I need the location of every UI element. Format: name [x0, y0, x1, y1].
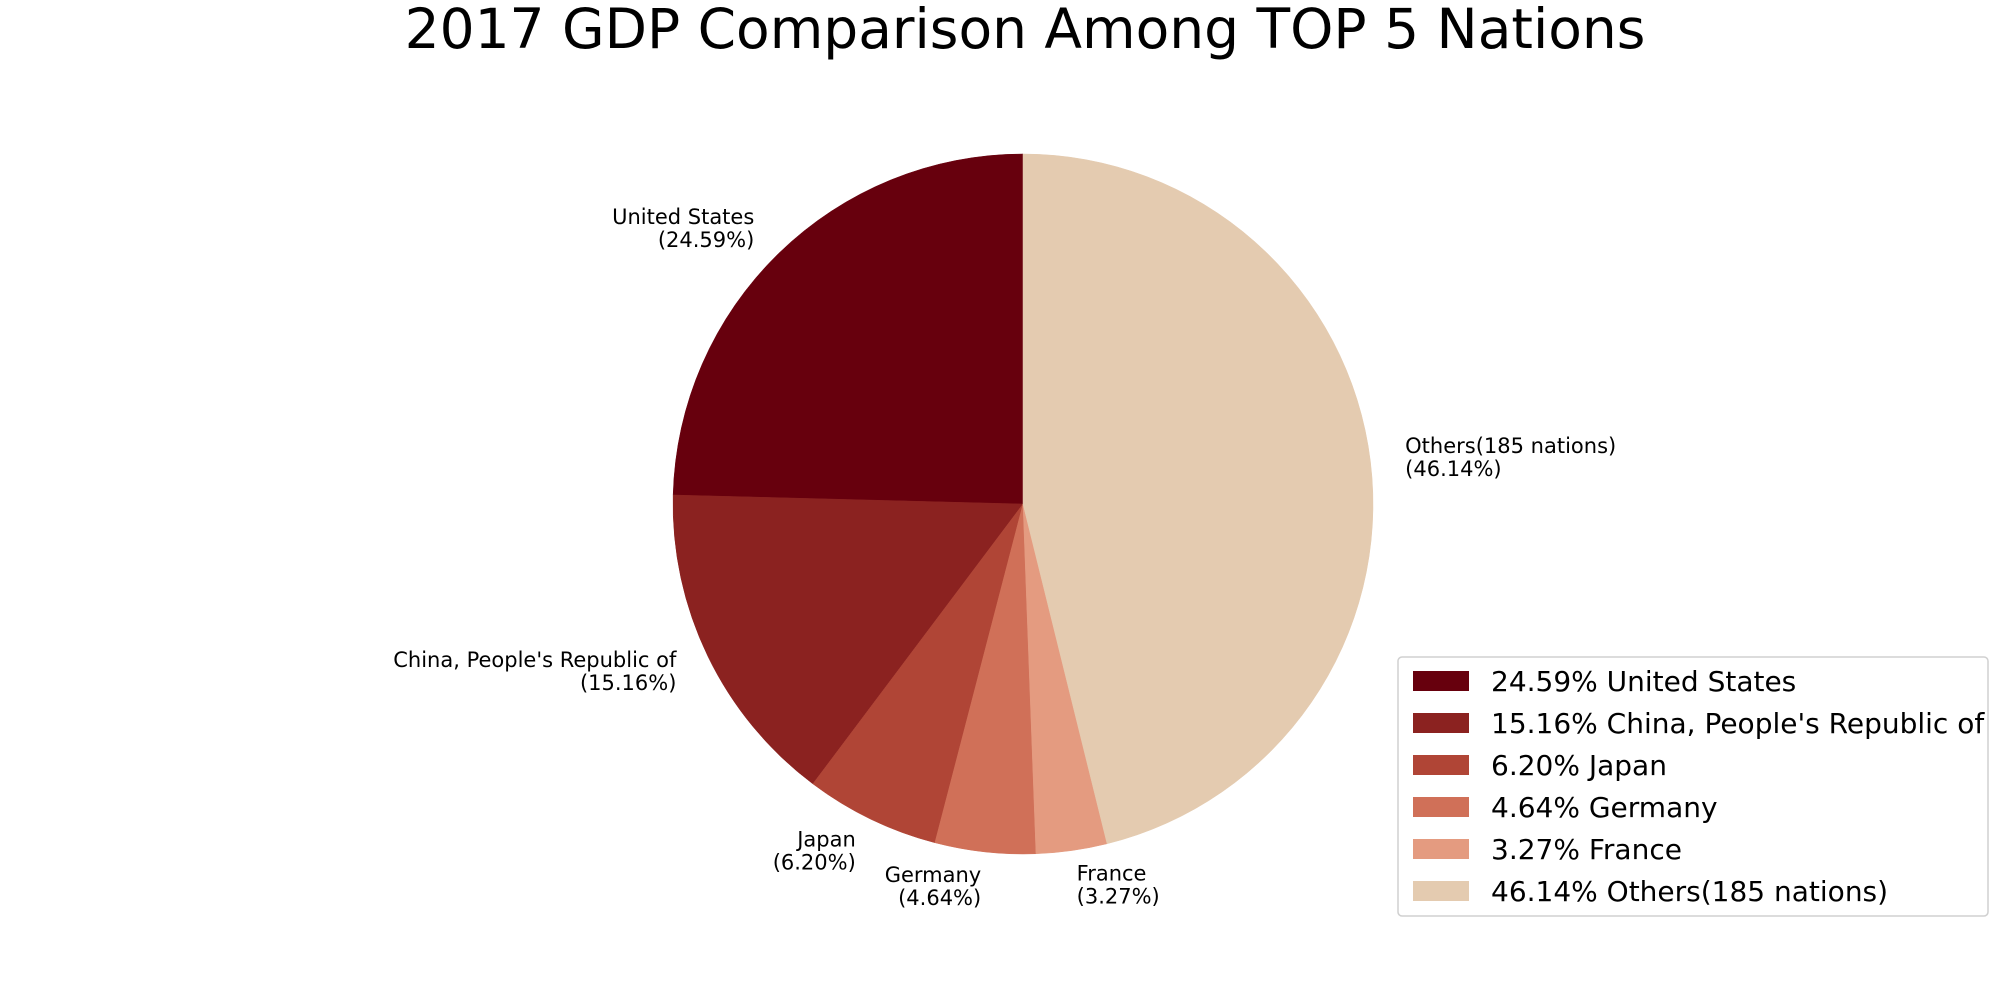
pie-slice-0: [672, 153, 1024, 505]
pie-slices: [672, 153, 1374, 855]
slice-label-value: (6.20%): [773, 850, 856, 874]
legend-entry-3: 4.64% Germany: [1491, 791, 1718, 824]
pie-slice-5: [1022, 153, 1374, 845]
legend-entry-4: 3.27% France: [1491, 833, 1682, 866]
slice-label-value: (15.16%): [580, 671, 676, 695]
slice-label-name: Others(185 nations): [1405, 434, 1616, 458]
legend-swatch-0: [1413, 671, 1469, 691]
legend-swatch-5: [1413, 881, 1469, 901]
legend-entry-1: 15.16% China, People's Republic of: [1491, 707, 1985, 740]
slice-label-0: United States (24.59%): [612, 205, 754, 252]
slice-label-value: (24.59%): [658, 228, 754, 252]
legend-entry-5: 46.14% Others(185 nations): [1491, 875, 1888, 908]
slice-label-name: Germany: [885, 863, 982, 887]
chart-title: 2017 GDP Comparison Among TOP 5 Nations: [405, 0, 1646, 61]
pie-slice-2: [812, 503, 1024, 844]
legend-swatch-1: [1413, 713, 1469, 733]
slice-label-value: (46.14%): [1405, 457, 1501, 481]
slice-label-value: (4.64%): [898, 886, 981, 910]
slice-label-4: France (3.27%): [1077, 862, 1160, 909]
slice-label-name: Japan: [795, 827, 856, 851]
legend-swatch-3: [1413, 797, 1469, 817]
slice-labels: United States (24.59%) China, People's Rep…: [393, 205, 1616, 910]
legend: 24.59% United States 15.16% China, People…: [1397, 656, 1989, 917]
slice-label-3: Germany (4.64%): [885, 863, 982, 910]
slice-label-2: Japan (6.20%): [773, 827, 856, 874]
slice-label-name: United States: [612, 205, 754, 229]
pie-slice-1: [672, 494, 1024, 785]
legend-swatch-2: [1413, 755, 1469, 775]
legend-entry-0: 24.59% United States: [1491, 665, 1796, 698]
legend-entry-2: 6.20% Japan: [1491, 749, 1667, 782]
slice-label-5: Others(185 nations) (46.14%): [1405, 434, 1616, 481]
legend-swatch-4: [1413, 839, 1469, 859]
slice-label-1: China, People's Republic of (15.16%): [393, 648, 677, 695]
slice-label-name: China, People's Republic of: [393, 648, 677, 672]
legend-frame: [1397, 656, 1989, 917]
slice-label-name: France: [1077, 862, 1147, 886]
slice-label-value: (3.27%): [1077, 885, 1160, 909]
